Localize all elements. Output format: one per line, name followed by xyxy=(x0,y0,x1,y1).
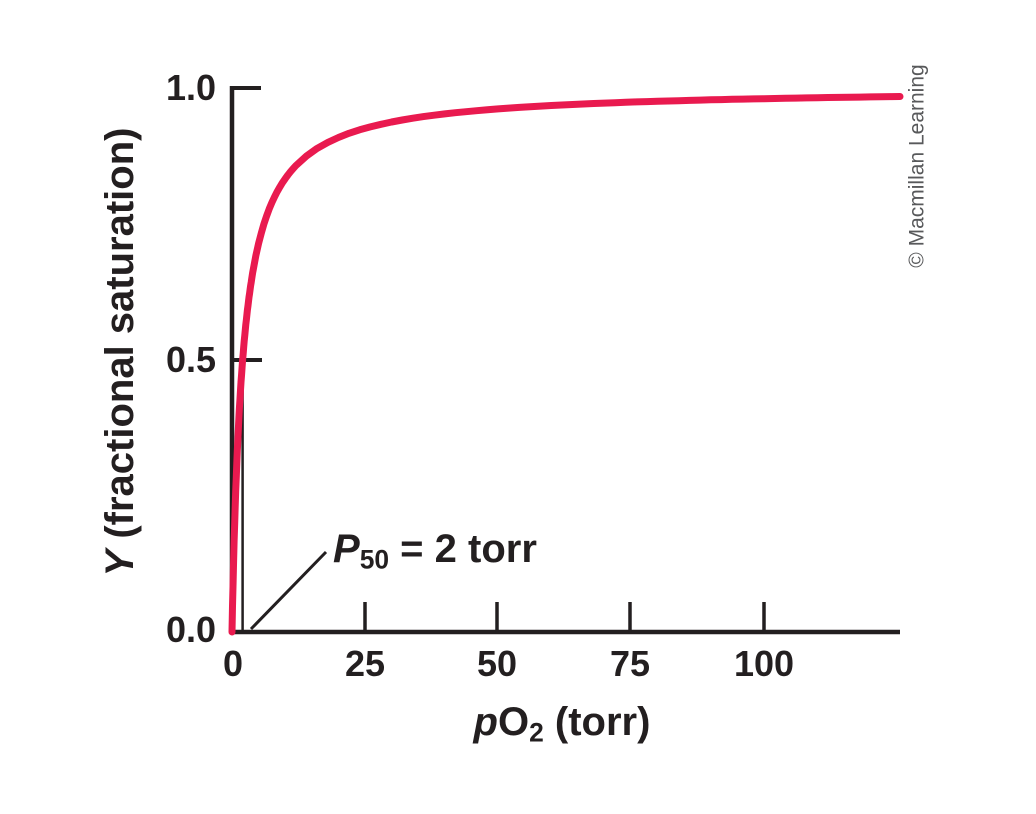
p50-value: = 2 torr xyxy=(389,527,537,572)
p50-annotation: P50 = 2 torr xyxy=(333,529,537,573)
copyright-credit: © Macmillan Learning xyxy=(905,64,929,268)
x-tick-label-50: 50 xyxy=(476,643,518,684)
y-tick-label-0-0: 0.0 xyxy=(165,609,216,650)
saturation-curve xyxy=(228,93,904,636)
x-tick-label-0: 0 xyxy=(222,643,244,684)
y-axis-title-text: (fractional saturation) xyxy=(98,127,142,550)
p50-symbol: P xyxy=(333,527,360,572)
y-axis-title-symbol: Y xyxy=(98,549,142,577)
x-axis-title-p: p xyxy=(473,700,498,745)
x-axis-title-unit: (torr) xyxy=(543,700,651,745)
annotation-pointer-line xyxy=(249,550,328,631)
y-axis-title: Y (fractional saturation) xyxy=(98,127,142,577)
x-axis-title: pO2 (torr) xyxy=(474,702,651,746)
x-tick-label-75: 75 xyxy=(609,643,651,684)
x-axis-title-o: O xyxy=(497,700,530,745)
y-tick-label-1-0: 1.0 xyxy=(165,67,216,108)
x-axis-title-subscript: 2 xyxy=(529,717,544,748)
y-tick-label-0-5: 0.5 xyxy=(165,339,216,380)
x-tick-label-25: 25 xyxy=(344,643,386,684)
x-tick-label-100: 100 xyxy=(733,643,795,684)
p50-subscript: 50 xyxy=(359,544,390,575)
